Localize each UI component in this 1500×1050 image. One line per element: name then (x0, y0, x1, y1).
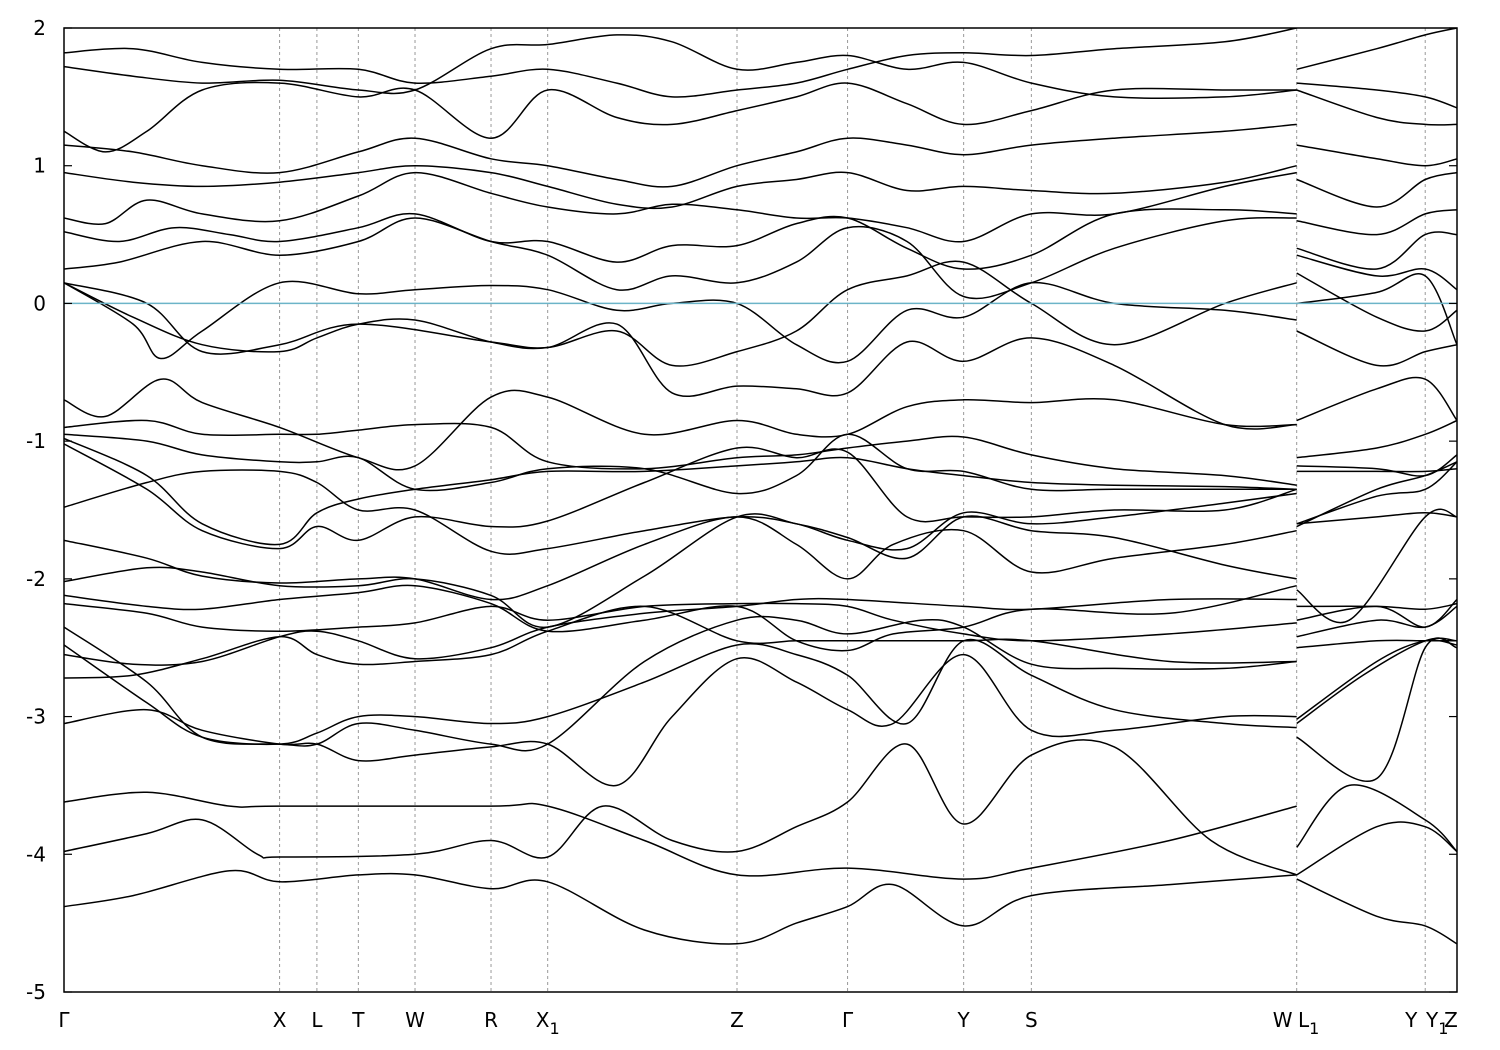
band-6 (64, 597, 1457, 666)
y-tick-label: -4 (26, 842, 46, 866)
band-14 (64, 443, 1457, 550)
band-1 (64, 869, 1457, 945)
band-11 (64, 508, 1457, 628)
x-tick-label-6: X1 (536, 1008, 560, 1038)
band-curves (64, 28, 1457, 945)
band-10 (64, 584, 1457, 652)
band-23 (64, 208, 1457, 270)
band-27 (64, 81, 1457, 153)
x-tick-label-14: Y1 (1425, 1008, 1448, 1038)
band-13 (64, 461, 1457, 555)
band-8 (64, 615, 1457, 752)
x-tick-label-1: X (273, 1008, 287, 1032)
x-tick-label-8: Γ (842, 1008, 854, 1032)
y-tick-label: 0 (33, 291, 46, 315)
x-tick-label-2: L (311, 1008, 323, 1032)
plot-frame (63, 27, 1458, 993)
band-24 (64, 171, 1457, 243)
x-tick-label-13: Y (1404, 1008, 1418, 1032)
x-tick-label-12: L1 (1298, 1008, 1319, 1038)
x-tick-label-3: T (351, 1008, 365, 1032)
band-21 (64, 260, 1457, 367)
band-2 (64, 739, 1457, 876)
band-12 (64, 512, 1457, 601)
x-tick-label-5: R (484, 1008, 498, 1032)
y-axis-ticks: -5 -4 -3 -2 -1 0 1 2 (26, 16, 1457, 1004)
band-17 (64, 419, 1457, 486)
x-tick-label-7: Z (730, 1008, 744, 1032)
y-tick-label: -3 (26, 705, 46, 729)
y-tick-label: -5 (26, 980, 46, 1004)
x-axis-ticks: Γ X L T W R X1 Z Γ Y S W L1 Y Y1Z (58, 1008, 1457, 1038)
x-tick-label-15: Z (1444, 1008, 1458, 1032)
x-tick-label-9: Y (957, 1008, 971, 1032)
y-tick-label: -2 (26, 567, 46, 591)
band-22 (64, 216, 1457, 300)
band-16 (64, 433, 1457, 495)
band-3 (64, 784, 1457, 880)
x-tick-label-11: W (1273, 1008, 1293, 1032)
band-15 (64, 437, 1457, 546)
band-29 (64, 28, 1457, 98)
x-tick-label-0: Γ (58, 1008, 70, 1032)
y-tick-label: -1 (26, 429, 46, 453)
band-5 (64, 605, 1457, 679)
band-9 (64, 598, 1457, 642)
y-tick-label: 1 (33, 154, 46, 178)
band-18 (64, 376, 1457, 471)
band-28 (64, 34, 1457, 109)
band-19 (64, 282, 1457, 430)
y-tick-label: 2 (33, 16, 46, 40)
x-tick-label-10: S (1025, 1008, 1038, 1032)
band-26 (64, 123, 1457, 188)
band-25 (64, 164, 1457, 210)
x-tick-label-4: W (405, 1008, 425, 1032)
